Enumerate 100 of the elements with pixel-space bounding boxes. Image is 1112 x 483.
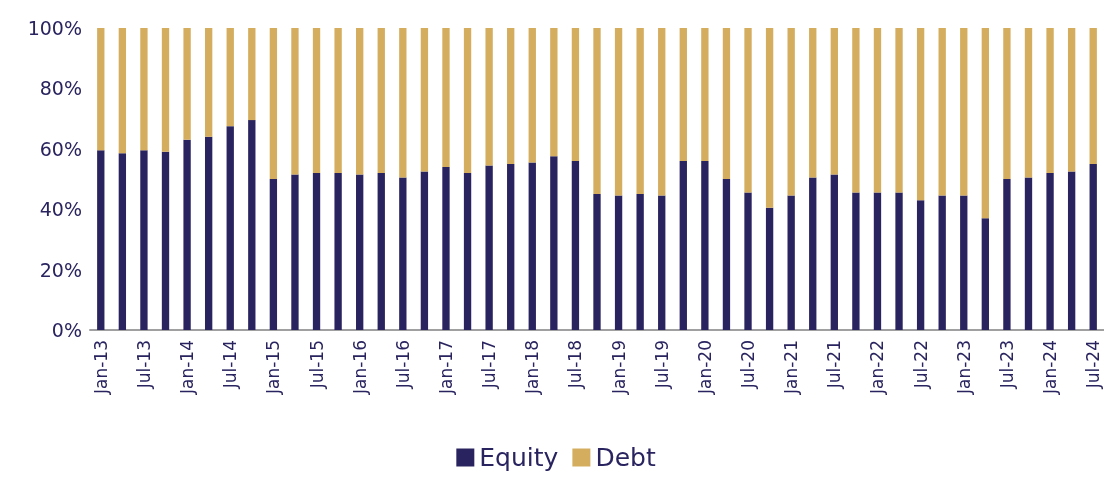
bar — [356, 28, 364, 175]
bar — [204, 28, 213, 137]
bar — [312, 172, 321, 330]
x-tick-label: Jul-22 — [910, 340, 931, 390]
bar — [1003, 28, 1011, 179]
x-tick-label: Jul-20 — [738, 340, 759, 390]
bar — [1089, 163, 1097, 330]
bar — [118, 153, 127, 330]
x-tick-label: Jan-21 — [781, 340, 802, 395]
bar — [226, 28, 234, 127]
bar — [420, 171, 429, 330]
bar — [291, 174, 299, 330]
bar — [787, 28, 795, 196]
bar — [1046, 28, 1054, 173]
bar — [981, 28, 990, 219]
bar — [679, 28, 687, 161]
bar — [916, 28, 925, 201]
bar — [1024, 177, 1033, 330]
y-tick-label: 0% — [51, 319, 82, 341]
bar — [140, 28, 148, 151]
bar — [571, 160, 580, 330]
bar — [140, 150, 148, 330]
x-tick-label: Jan-24 — [1040, 340, 1061, 395]
bar — [809, 28, 817, 178]
x-tick-label: Jul-14 — [220, 340, 241, 390]
y-tick-label: 20% — [39, 258, 82, 281]
bar — [873, 192, 882, 330]
bar — [765, 207, 774, 330]
bar — [981, 218, 990, 330]
bar — [614, 28, 623, 196]
bar — [183, 28, 191, 140]
bar — [463, 172, 472, 330]
bar — [356, 174, 364, 330]
bar — [291, 28, 299, 175]
bar — [938, 28, 946, 196]
bar — [636, 28, 644, 195]
x-tick-label: Jan-22 — [867, 340, 888, 395]
bar — [701, 28, 709, 161]
bar — [183, 139, 191, 330]
y-tick-label: 80% — [39, 77, 82, 100]
bar — [636, 194, 644, 330]
x-tick-label: Jul-18 — [565, 340, 586, 390]
bar — [765, 28, 774, 208]
bar — [593, 194, 601, 330]
bar — [895, 28, 903, 193]
bar — [1067, 171, 1076, 330]
x-tick-label: Jul-15 — [306, 340, 327, 390]
legend-label: Debt — [595, 443, 656, 472]
bar — [830, 28, 838, 175]
legend-label: Equity — [479, 443, 559, 472]
bar — [269, 28, 278, 179]
bar — [1089, 28, 1097, 164]
x-tick-label: Jul-17 — [479, 340, 500, 390]
bar — [722, 179, 731, 330]
bar — [809, 177, 817, 330]
bar — [1067, 28, 1076, 172]
bar — [248, 120, 256, 330]
bar — [507, 28, 515, 164]
bar — [960, 28, 968, 196]
bar — [528, 162, 536, 330]
x-tick-label: Jan-14 — [177, 340, 198, 395]
bar — [614, 195, 623, 330]
bar — [442, 166, 450, 330]
bar — [1003, 179, 1011, 330]
bar — [377, 172, 385, 330]
bar — [161, 28, 170, 152]
bar — [550, 156, 558, 330]
bar — [97, 150, 105, 330]
bar — [916, 200, 925, 330]
bar — [312, 28, 321, 173]
bar — [507, 163, 515, 330]
bar — [571, 28, 580, 161]
bar — [593, 28, 601, 195]
bar — [420, 28, 429, 172]
x-tick-label: Jan-20 — [694, 340, 715, 395]
bar — [161, 151, 170, 330]
x-tick-label: Jan-17 — [435, 340, 456, 395]
bar — [528, 28, 536, 163]
bar — [334, 28, 342, 173]
x-tick-label: Jan-18 — [522, 340, 543, 395]
y-tick-label: 100% — [27, 17, 82, 39]
bar — [852, 192, 860, 330]
x-tick-label: Jan-15 — [263, 340, 284, 395]
y-tick-label: 60% — [39, 137, 82, 160]
bar — [701, 160, 709, 330]
bar — [658, 28, 666, 196]
bar — [1046, 172, 1054, 330]
bar — [550, 28, 558, 157]
x-tick-label: Jan-16 — [349, 340, 370, 395]
x-tick-label: Jul-21 — [824, 340, 845, 390]
bar — [722, 28, 731, 179]
y-tick-label: 40% — [39, 198, 82, 221]
bar — [852, 28, 860, 193]
bar — [248, 28, 256, 121]
x-tick-label: Jan-23 — [953, 340, 974, 395]
x-tick-label: Jul-23 — [996, 340, 1017, 390]
bar — [485, 165, 493, 330]
bar — [399, 177, 407, 330]
x-tick-label: Jan-19 — [608, 340, 629, 395]
bar — [895, 192, 903, 330]
